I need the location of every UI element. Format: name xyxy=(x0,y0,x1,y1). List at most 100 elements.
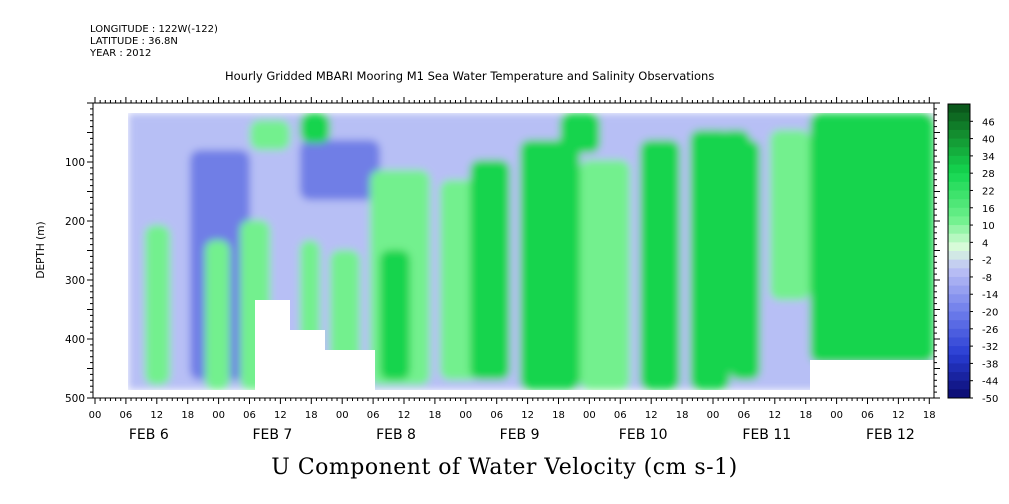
x-tick-label: 18 xyxy=(181,410,194,421)
y-tick-label: 300 xyxy=(65,275,85,287)
colorbar-band xyxy=(948,389,970,399)
colorbar-band xyxy=(948,268,970,278)
day-label: FEB 11 xyxy=(742,427,791,443)
colorbar-label: -32 xyxy=(982,342,998,353)
x-tick-label: 18 xyxy=(552,410,565,421)
x-tick-label: 18 xyxy=(799,410,812,421)
colorbar-band xyxy=(948,173,970,183)
day-label: FEB 9 xyxy=(500,427,540,443)
x-tick-label: 18 xyxy=(923,410,936,421)
colorbar-label: -20 xyxy=(982,308,998,319)
colorbar-band xyxy=(948,242,970,252)
day-label: FEB 10 xyxy=(619,427,668,443)
colorbar-label: -26 xyxy=(982,325,998,336)
colorbar-label: 4 xyxy=(982,238,988,249)
y-axis-label: DEPTH (m) xyxy=(35,221,47,278)
colorbar-label: 34 xyxy=(982,152,995,163)
colorbar-label: -8 xyxy=(982,273,992,284)
x-tick-label: 00 xyxy=(212,410,225,421)
chart-title: Hourly Gridded MBARI Mooring M1 Sea Wate… xyxy=(225,69,715,83)
colorbar-label: 16 xyxy=(982,204,995,215)
colorbar-band xyxy=(948,251,970,261)
y-tick-label: 500 xyxy=(65,393,85,405)
colorbar-band xyxy=(948,302,970,313)
colorbar-label: -50 xyxy=(982,394,998,405)
colorbar-band xyxy=(948,207,970,217)
colorbar-band xyxy=(948,216,970,226)
colorbar-band xyxy=(948,320,970,330)
colorbar-label: -14 xyxy=(982,290,998,301)
missing-data-mask xyxy=(93,103,934,398)
x-tick-label: 06 xyxy=(614,410,627,421)
y-tick-label: 400 xyxy=(65,334,85,346)
x-tick-label: 18 xyxy=(429,410,442,421)
x-tick-label: 06 xyxy=(243,410,256,421)
x-tick-label: 06 xyxy=(861,410,874,421)
x-tick-label: 12 xyxy=(892,410,905,421)
day-label: FEB 8 xyxy=(376,427,416,443)
x-tick-label: 12 xyxy=(521,410,534,421)
colorbar-label: -38 xyxy=(982,359,998,370)
bottom-title: U Component of Water Velocity (cm s-1) xyxy=(271,455,738,480)
colorbar-label: 40 xyxy=(982,135,995,146)
x-tick-label: 06 xyxy=(490,410,503,421)
x-tick-label: 06 xyxy=(120,410,133,421)
x-tick-label: 12 xyxy=(398,410,411,421)
colorbar-label: 28 xyxy=(982,169,995,180)
x-tick-label: 12 xyxy=(274,410,287,421)
colorbar-band xyxy=(948,121,970,131)
x-tick-label: 00 xyxy=(707,410,720,421)
colorbar-band xyxy=(948,328,970,338)
heatmap-field xyxy=(93,103,934,398)
colorbar-band xyxy=(948,346,970,356)
colorbar-band xyxy=(948,225,970,235)
colorbar: 46 40 34 28 22 16 10 4 -2 -8 -14 -20 -26 -32 -38 -44 -50 xyxy=(947,103,998,405)
colorbar-label: 46 xyxy=(982,117,995,128)
colorbar-band xyxy=(948,181,970,191)
y-tick-label: 200 xyxy=(65,216,85,228)
day-label: FEB 6 xyxy=(129,427,169,443)
x-tick-label: 00 xyxy=(336,410,349,421)
y-tick-label: 100 xyxy=(65,157,85,169)
x-tick-label: 00 xyxy=(89,410,102,421)
colorbar-band xyxy=(948,155,970,166)
x-tick-label: 00 xyxy=(830,410,843,421)
x-tick-label: 18 xyxy=(676,410,689,421)
colorbar-band xyxy=(948,147,970,157)
colorbar-band xyxy=(948,104,970,114)
colorbar-band xyxy=(948,337,970,347)
colorbar-band xyxy=(948,129,970,140)
x-tick-label: 12 xyxy=(150,410,163,421)
colorbar-label: 10 xyxy=(982,221,995,232)
colorbar-band xyxy=(948,380,970,390)
x-tick-label: 12 xyxy=(768,410,781,421)
colorbar-label: -2 xyxy=(982,256,992,267)
colorbar-band xyxy=(948,363,970,373)
colorbar-band xyxy=(948,138,970,148)
x-tick-label: 00 xyxy=(583,410,596,421)
latitude-label: LATITUDE : 36.8N xyxy=(90,36,178,47)
y-axis: 100 200 300 400 500 xyxy=(65,102,940,405)
colorbar-band xyxy=(948,276,970,287)
x-tick-label: 06 xyxy=(738,410,751,421)
x-tick-label: 06 xyxy=(367,410,380,421)
x-tick-label: 12 xyxy=(645,410,658,421)
colorbar-band xyxy=(948,190,970,200)
colorbar-band xyxy=(948,294,970,304)
day-label: FEB 7 xyxy=(252,427,292,443)
x-tick-label: 18 xyxy=(305,410,318,421)
x-tick-label: 00 xyxy=(459,410,472,421)
colorbar-label: -44 xyxy=(982,377,998,388)
colorbar-band xyxy=(948,354,970,364)
colorbar-band xyxy=(948,233,970,243)
colorbar-band xyxy=(948,259,970,269)
colorbar-band xyxy=(948,311,970,321)
colorbar-band xyxy=(948,112,970,122)
colorbar-band xyxy=(948,164,970,174)
colorbar-label: 22 xyxy=(982,186,995,197)
colorbar-band xyxy=(948,285,970,295)
x-axis: 00 06 12 18 00 06 12 18 00 06 12 18 00 06 12 18 00 06 12 18… xyxy=(89,97,936,443)
colorbar-band xyxy=(948,372,970,382)
longitude-label: LONGITUDE : 122W(-122) xyxy=(90,24,218,35)
colorbar-band xyxy=(948,199,970,209)
